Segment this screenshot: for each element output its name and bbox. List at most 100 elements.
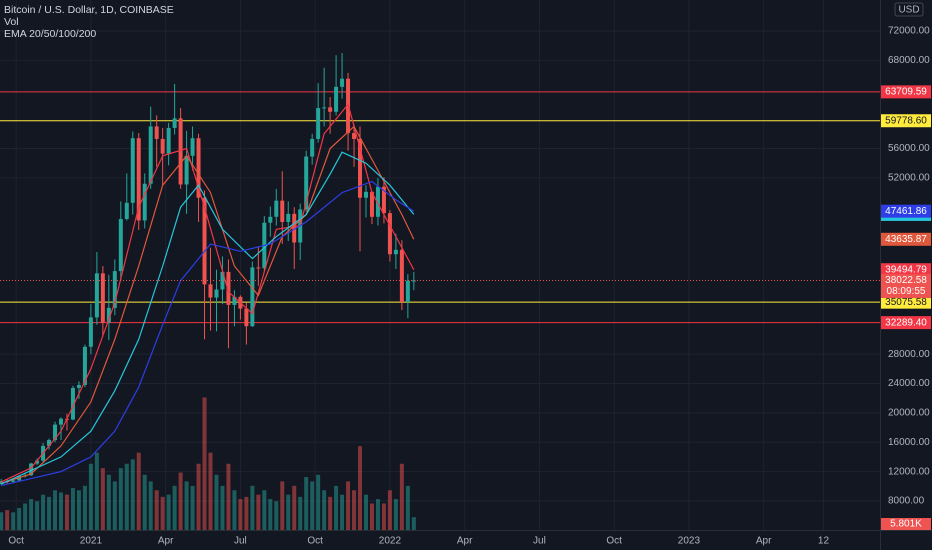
volume-bar bbox=[375, 499, 380, 530]
volume-bar bbox=[112, 481, 117, 530]
volume-bar bbox=[106, 474, 111, 530]
grid bbox=[0, 0, 880, 530]
currency-box[interactable] bbox=[894, 2, 924, 17]
ema-label-box bbox=[881, 263, 931, 277]
candle-body bbox=[328, 107, 333, 112]
countdown: 08:09:55 bbox=[887, 286, 926, 297]
candle-body bbox=[202, 197, 207, 285]
volume-bar bbox=[238, 499, 243, 530]
x-tick-label: Apr bbox=[756, 536, 772, 547]
volume-bar bbox=[346, 481, 351, 530]
x-tick-label: Oct bbox=[606, 536, 622, 547]
chart-title: Bitcoin / U.S. Dollar, 1D, COINBASE bbox=[4, 4, 174, 16]
marks bbox=[0, 53, 880, 530]
volume-bar bbox=[53, 490, 58, 530]
level-label-box bbox=[881, 114, 931, 128]
candle-body bbox=[11, 480, 16, 482]
candle-body bbox=[316, 108, 321, 139]
ema-line bbox=[0, 103, 415, 483]
candle-body bbox=[142, 183, 147, 221]
x-tick-label: 2022 bbox=[379, 536, 402, 547]
volume-bar bbox=[340, 494, 345, 530]
level-label-box bbox=[881, 85, 931, 99]
x-tick-label: Apr bbox=[457, 536, 473, 547]
ema-line bbox=[1, 180, 415, 487]
candle-body bbox=[280, 200, 285, 222]
ema-label: 39494.79 bbox=[885, 264, 927, 275]
level-label: 63709.59 bbox=[885, 87, 927, 98]
volume-bar bbox=[298, 496, 303, 530]
volume-bar bbox=[82, 485, 87, 530]
volume-bar bbox=[130, 459, 135, 530]
y-tick-label: 16000.00 bbox=[888, 437, 930, 448]
y-tick-label: 12000.00 bbox=[888, 466, 930, 477]
ema-label-box bbox=[881, 204, 931, 218]
candle-body bbox=[154, 126, 159, 139]
candle-body bbox=[148, 126, 153, 184]
x-tick-label: Apr bbox=[158, 536, 174, 547]
candle-body bbox=[363, 191, 368, 198]
volume-bar bbox=[316, 474, 321, 530]
volume-bar bbox=[358, 446, 363, 530]
candle-body bbox=[166, 127, 171, 154]
volume-bar bbox=[154, 490, 159, 530]
candle-body bbox=[136, 138, 141, 221]
volume-bar bbox=[214, 474, 219, 530]
candle-body bbox=[190, 138, 195, 156]
candle-body bbox=[393, 249, 398, 255]
level-label: 35075.58 bbox=[885, 297, 927, 308]
x-tick-label: Oct bbox=[307, 536, 323, 547]
candle-body bbox=[100, 273, 105, 323]
volume-bar bbox=[202, 397, 207, 530]
ema-label: 43635.87 bbox=[885, 234, 927, 245]
y-tick-label: 68000.00 bbox=[888, 55, 930, 66]
volume-bar bbox=[310, 481, 315, 530]
volume-bar bbox=[142, 474, 147, 530]
candle-body bbox=[232, 296, 237, 305]
candle-body bbox=[399, 249, 404, 302]
volume-bar bbox=[148, 481, 153, 530]
x-tick-label: 2021 bbox=[80, 536, 103, 547]
ema-label: 47461.86 bbox=[885, 206, 927, 217]
volume-bar bbox=[393, 499, 398, 530]
volume-bar bbox=[232, 490, 237, 530]
candle-body bbox=[88, 317, 93, 347]
volume-bar bbox=[322, 490, 327, 530]
volume-bar bbox=[208, 452, 213, 530]
y-tick-label: 52000.00 bbox=[888, 173, 930, 184]
ema-label-box bbox=[881, 232, 931, 246]
volume-bar bbox=[41, 494, 46, 530]
candle-body bbox=[340, 78, 345, 87]
candle-body bbox=[310, 138, 315, 157]
volume-bar bbox=[160, 496, 165, 530]
candle-body bbox=[58, 418, 63, 425]
candle-body bbox=[244, 308, 249, 327]
currency[interactable]: USD bbox=[898, 5, 919, 16]
candle-body bbox=[94, 273, 99, 318]
volume-bar bbox=[286, 494, 291, 530]
volume-bar bbox=[88, 463, 93, 530]
volume-label-box bbox=[881, 518, 931, 530]
x-tick-label: Jul bbox=[234, 536, 247, 547]
x-tick-label: 2023 bbox=[678, 536, 701, 547]
volume-bar bbox=[387, 490, 392, 530]
candle-body bbox=[112, 271, 117, 308]
volume-bar bbox=[226, 463, 231, 530]
candle-body bbox=[47, 440, 52, 446]
volume-bar bbox=[363, 494, 368, 530]
x-tick-label: Oct bbox=[8, 536, 24, 547]
volume-bar bbox=[70, 488, 75, 530]
y-tick-label: 72000.00 bbox=[888, 26, 930, 37]
volume-bar bbox=[262, 490, 267, 530]
y-tick-label: 24000.00 bbox=[888, 378, 930, 389]
current-price-box bbox=[881, 274, 931, 299]
volume-bar bbox=[166, 494, 171, 530]
volume-bar bbox=[328, 496, 333, 530]
volume-label: 5.801K bbox=[890, 519, 922, 530]
candle-body bbox=[35, 460, 40, 464]
volume-bar bbox=[17, 507, 22, 530]
candle-body bbox=[292, 213, 297, 243]
price-labels: 72000.00 68000.00 56000.00 52000.00 28000.00… bbox=[8, 26, 931, 547]
